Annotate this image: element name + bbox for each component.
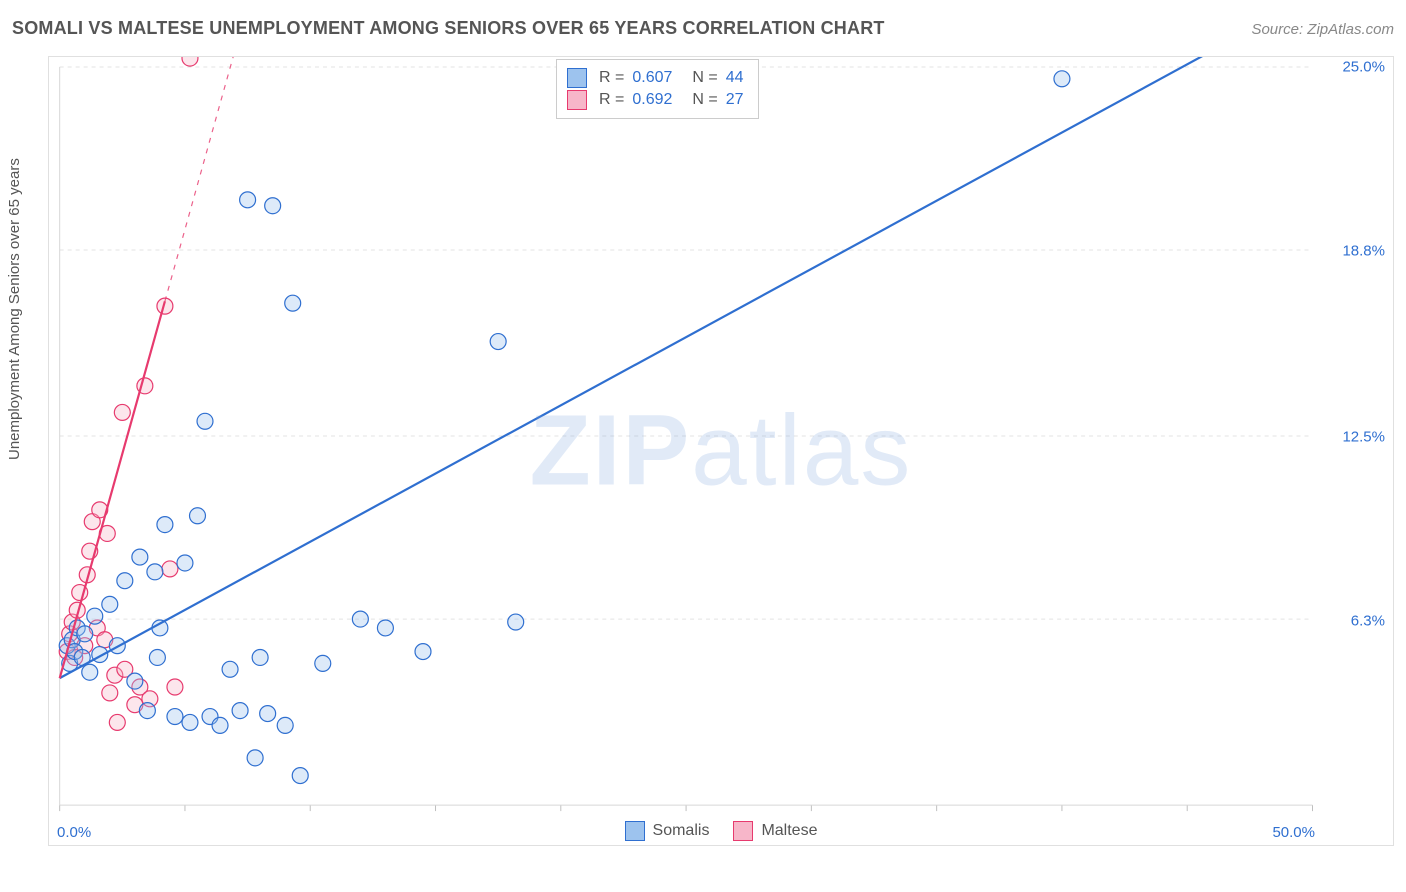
n-value-maltese: 27 [726, 91, 744, 109]
y-axis-label: Unemployment Among Seniors over 65 years [6, 158, 23, 460]
legend-label-somalis: Somalis [653, 822, 710, 840]
n-label: N = [692, 69, 717, 87]
stats-legend-box: R = 0.607 N = 44 R = 0.692 N = 27 [556, 59, 759, 119]
scatter-plot-svg [49, 57, 1393, 845]
y-tick-label: 18.8% [1342, 242, 1385, 259]
series-legend: Somalis Maltese [49, 821, 1393, 841]
swatch-maltese [567, 90, 587, 110]
y-tick-label: 6.3% [1351, 612, 1385, 629]
title-row: SOMALI VS MALTESE UNEMPLOYMENT AMONG SEN… [12, 18, 1394, 39]
swatch-maltese-2 [733, 821, 753, 841]
legend-item-somalis: Somalis [625, 821, 710, 841]
r-label: R = [599, 69, 624, 87]
stats-row-maltese: R = 0.692 N = 27 [567, 90, 744, 110]
swatch-somalis-2 [625, 821, 645, 841]
legend-item-maltese: Maltese [733, 821, 817, 841]
r-value-maltese: 0.692 [632, 91, 672, 109]
r-label: R = [599, 91, 624, 109]
swatch-somalis [567, 68, 587, 88]
x-tick-label: 0.0% [57, 824, 91, 841]
chart-title: SOMALI VS MALTESE UNEMPLOYMENT AMONG SEN… [12, 18, 885, 39]
chart-container: SOMALI VS MALTESE UNEMPLOYMENT AMONG SEN… [0, 0, 1406, 892]
legend-label-maltese: Maltese [761, 822, 817, 840]
y-tick-label: 25.0% [1342, 59, 1385, 76]
n-label: N = [692, 91, 717, 109]
plot-area: ZIPatlas R = 0.607 N = 44 R = 0.692 N = … [48, 56, 1394, 846]
x-tick-label: 50.0% [1272, 824, 1315, 841]
y-tick-label: 12.5% [1342, 429, 1385, 446]
source-attribution: Source: ZipAtlas.com [1251, 21, 1394, 38]
n-value-somalis: 44 [726, 69, 744, 87]
stats-row-somalis: R = 0.607 N = 44 [567, 68, 744, 88]
r-value-somalis: 0.607 [632, 69, 672, 87]
